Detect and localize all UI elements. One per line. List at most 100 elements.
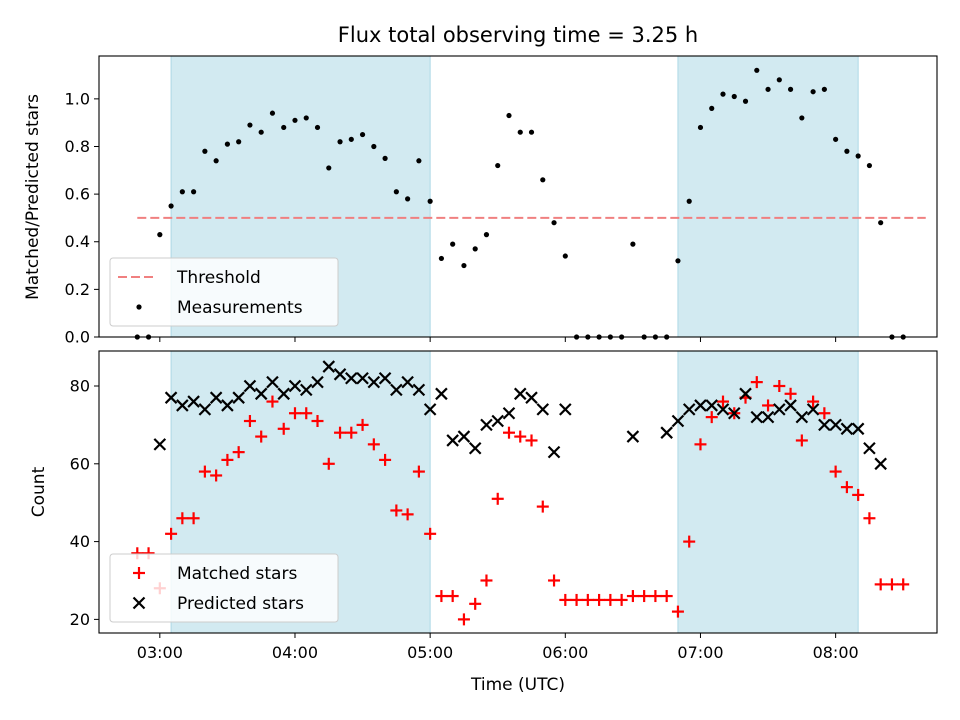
bottom-series-0-point-32 [491, 492, 504, 505]
bottom-legend-label-0: Matched stars [177, 564, 297, 584]
top-series-0-point-28 [450, 241, 456, 247]
bottom-series-1-point-50 [795, 410, 809, 424]
bottom-series-1-point-37 [626, 430, 640, 443]
bottom-series-1-point-6 [221, 399, 234, 412]
bottom-series-0-point-19 [345, 426, 358, 439]
bottom-series-0-point-21 [367, 438, 380, 451]
bottom-series-0-point-6 [198, 465, 211, 478]
bottom-series-0-point-51 [705, 411, 718, 424]
top-series-0-point-36 [540, 177, 546, 183]
bottom-series-0-point-66 [874, 578, 887, 591]
bottom-series-0-point-15 [300, 407, 313, 420]
top-legend-box [109, 257, 339, 327]
bottom-x-tick-label-3: 06:00 [542, 643, 588, 662]
bottom-series-1-point-56 [863, 441, 876, 455]
top-series-0-point-2 [157, 232, 163, 238]
bottom-series-1-point-4 [198, 403, 212, 416]
bottom-series-1-point-36 [559, 403, 572, 416]
top-legend-swatch-1 [136, 304, 142, 310]
bottom-series-1-point-16 [333, 368, 347, 381]
bottom-series-0-point-41 [593, 593, 606, 606]
bottom-series-0-point-45 [638, 590, 651, 603]
bottom-series-1-point-14 [311, 375, 324, 389]
bottom-legend-box [109, 553, 339, 623]
bottom-series-1-point-42 [705, 399, 719, 412]
top-series-0-point-26 [427, 198, 433, 204]
top-series-0-point-8 [224, 141, 231, 147]
bottom-series-1-point-38 [660, 426, 673, 439]
top-series-0-point-25 [416, 158, 422, 164]
top-series-0-point-38 [562, 253, 568, 259]
top-series-0-point-62 [833, 136, 839, 142]
bottom-series-0-point-48 [671, 605, 684, 618]
top-legend-label-1: Measurements [177, 298, 303, 318]
bottom-y-tick-label-2: 60 [70, 454, 90, 473]
bottom-series-0-point-46 [649, 590, 662, 603]
bottom-series-1-point-35 [547, 445, 561, 459]
bottom-series-0-point-64 [852, 488, 865, 501]
bottom-series-1-point-57 [874, 457, 887, 471]
bottom-series-0-point-25 [412, 465, 425, 478]
bottom-series-1-point-22 [401, 375, 414, 389]
bottom-legend: Matched stars Predicted stars [109, 553, 339, 623]
bottom-series-1-point-45 [739, 387, 752, 401]
top-series-0-point-35 [528, 129, 535, 135]
bottom-series-0-point-68 [897, 578, 910, 591]
bottom-series-1-point-53 [829, 418, 842, 432]
bottom-series-0-point-7 [210, 469, 223, 482]
bottom-series-0-point-16 [311, 415, 324, 428]
top-series-0-point-61 [821, 86, 827, 92]
bottom-series-0-point-27 [435, 590, 448, 603]
bottom-series-1-point-47 [761, 410, 775, 424]
bottom-series-0-point-17 [322, 457, 335, 470]
top-y-tick-label-5: 1.0 [65, 89, 90, 108]
top-series-0-point-10 [247, 122, 253, 128]
bottom-series-1-point-29 [480, 418, 493, 432]
bottom-series-0-point-38 [559, 593, 572, 606]
top-series-0-point-22 [382, 155, 388, 161]
bottom-series-1-point-8 [243, 379, 257, 393]
top-y-tick-label-1: 0.2 [65, 280, 90, 299]
bottom-series-1-point-20 [378, 371, 392, 385]
bottom-series-1-point-2 [176, 399, 189, 412]
top-series-0-point-16 [314, 124, 321, 131]
top-series-0-point-34 [517, 129, 523, 135]
top-series-0-point-60 [810, 89, 816, 95]
top-series-0-point-6 [202, 148, 208, 154]
bottom-x-tick-label-0: 03:00 [137, 643, 183, 662]
bottom-series-1-point-23 [412, 383, 426, 397]
bottom-series-0-point-40 [581, 593, 594, 606]
top-y-tick-label-3: 0.6 [65, 185, 90, 204]
bottom-series-1-point-21 [390, 383, 403, 397]
bottom-series-0-point-3 [165, 527, 178, 540]
bottom-series-1-point-34 [536, 403, 550, 416]
bottom-series-0-point-58 [784, 387, 797, 400]
top-series-0-point-12 [269, 110, 276, 116]
bottom-series-0-point-28 [446, 590, 459, 603]
bottom-series-1-point-13 [299, 383, 313, 397]
bottom-series-0-point-5 [187, 512, 200, 525]
bottom-series-1-point-32 [513, 387, 527, 401]
top-series-0-point-50 [697, 124, 704, 131]
bottom-series-1-point-19 [367, 375, 381, 389]
top-legend-label-0: Threshold [176, 268, 261, 288]
bottom-series-1-point-24 [423, 403, 437, 416]
top-series-0-point-66 [878, 220, 884, 226]
bottom-series-1-point-52 [818, 418, 831, 432]
top-y-axis-label: Matched/Predicted stars [23, 94, 43, 300]
bottom-series-1-point-48 [773, 403, 786, 416]
bottom-series-0-point-63 [840, 481, 853, 494]
bottom-series-1-point-18 [356, 371, 369, 385]
bottom-series-0-point-49 [683, 535, 696, 548]
top-panel: 0.0 0.2 0.4 0.6 0.8 1.0 Threshold Measurements [65, 55, 938, 347]
bottom-series-1-point-25 [435, 387, 448, 401]
bottom-series-1-point-15 [322, 360, 336, 373]
bottom-series-0-point-61 [818, 407, 831, 420]
top-series-0-point-59 [799, 115, 805, 121]
bottom-series-0-point-31 [480, 574, 493, 587]
bottom-series-0-point-59 [795, 434, 808, 447]
bottom-legend-swatch-1 [132, 596, 146, 610]
chart-title: Flux total observing time = 3.25 h [338, 23, 698, 47]
bottom-series-0-point-57 [773, 380, 786, 393]
